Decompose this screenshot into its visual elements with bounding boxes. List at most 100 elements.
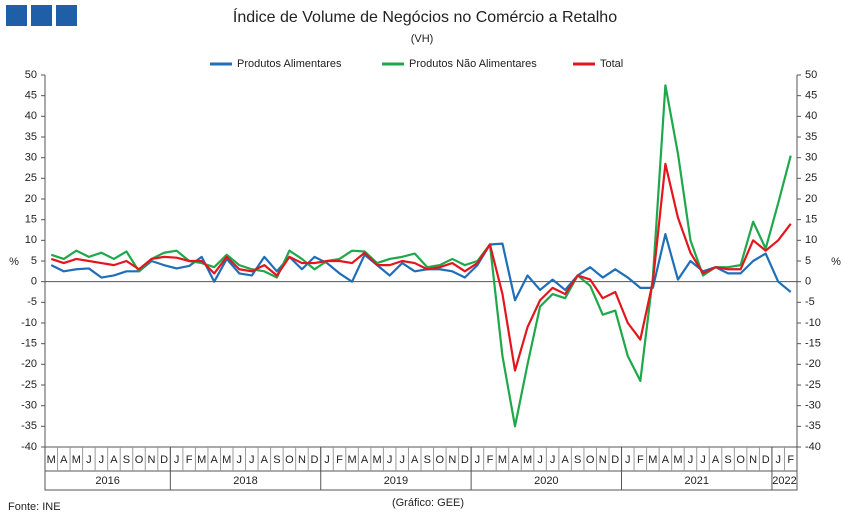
x-tick-label: A — [211, 454, 219, 466]
y-tick-label: -5 — [27, 296, 37, 308]
x-tick-label: A — [411, 454, 419, 466]
y-tick-label: -35 — [21, 420, 37, 432]
logo-block — [56, 5, 77, 26]
y-tick-label: -25 — [21, 379, 37, 391]
x-tick-label: F — [787, 454, 794, 466]
x-tick-label: S — [424, 454, 431, 466]
x-tick-label: O — [586, 454, 595, 466]
x-tick-label: S — [574, 454, 581, 466]
x-tick-label: A — [662, 454, 670, 466]
x-tick-label: N — [749, 454, 757, 466]
x-tick-label: J — [387, 454, 393, 466]
x-tick-label: J — [174, 454, 180, 466]
y-tick-label: 20 — [25, 193, 37, 205]
y-tick-label: 25 — [25, 172, 37, 184]
x-tick-label: J — [86, 454, 92, 466]
y2-tick-label: 40 — [805, 110, 817, 122]
x-tick-label: J — [399, 454, 405, 466]
y2-tick-label: -15 — [805, 338, 821, 350]
x-tick-label: J — [249, 454, 255, 466]
y-tick-label: 0 — [31, 276, 37, 288]
x-tick-label: M — [373, 454, 382, 466]
x-tick-label: J — [775, 454, 781, 466]
logo-block — [6, 5, 27, 26]
y-tick-label: -40 — [21, 441, 37, 453]
chart-title: Índice de Volume de Negócios no Comércio… — [233, 7, 617, 26]
x-tick-label: J — [237, 454, 243, 466]
y2-tick-label: 10 — [805, 234, 817, 246]
x-tick-label: O — [285, 454, 294, 466]
y2-tick-label: -5 — [805, 296, 815, 308]
legend-label: Produtos Não Alimentares — [409, 58, 537, 70]
x-tick-label: A — [561, 454, 569, 466]
y-tick-label: 15 — [25, 214, 37, 226]
y2-tick-label: 50 — [805, 69, 817, 81]
y-tick-label: 40 — [25, 110, 37, 122]
year-label: 2021 — [684, 475, 708, 487]
y2-tick-label: 25 — [805, 172, 817, 184]
year-label: 2016 — [95, 475, 119, 487]
x-tick-label: M — [197, 454, 206, 466]
x-tick-label: O — [736, 454, 745, 466]
y2-tick-label: -35 — [805, 420, 821, 432]
y-tick-label: -10 — [21, 317, 37, 329]
year-label: 2022 — [772, 475, 796, 487]
y2-axis-label: % — [831, 256, 841, 268]
y2-tick-label: 0 — [805, 276, 811, 288]
y2-tick-label: 15 — [805, 214, 817, 226]
x-tick-label: S — [123, 454, 130, 466]
series-line — [50, 162, 792, 372]
x-tick-label: M — [673, 454, 682, 466]
x-tick-label: M — [523, 454, 532, 466]
y2-tick-label: 30 — [805, 152, 817, 164]
series-line — [50, 233, 792, 302]
y-tick-label: 30 — [25, 152, 37, 164]
x-tick-label: N — [298, 454, 306, 466]
x-tick-label: D — [461, 454, 469, 466]
x-tick-label: A — [60, 454, 68, 466]
x-tick-label: A — [110, 454, 118, 466]
x-tick-label: M — [347, 454, 356, 466]
y2-tick-label: 35 — [805, 131, 817, 143]
x-tick-label: F — [186, 454, 193, 466]
x-tick-label: J — [550, 454, 556, 466]
year-label: 2019 — [384, 475, 408, 487]
x-tick-label: A — [712, 454, 720, 466]
series-line — [50, 84, 792, 428]
y2-tick-label: 20 — [805, 193, 817, 205]
x-tick-label: M — [47, 454, 56, 466]
legend-label: Produtos Alimentares — [237, 58, 342, 70]
x-tick-label: J — [537, 454, 543, 466]
x-tick-label: D — [310, 454, 318, 466]
year-label: 2020 — [534, 475, 558, 487]
x-tick-label: O — [436, 454, 445, 466]
x-tick-label: A — [261, 454, 269, 466]
y-tick-label: 45 — [25, 90, 37, 102]
x-tick-label: N — [599, 454, 607, 466]
x-tick-label: N — [448, 454, 456, 466]
x-tick-label: M — [222, 454, 231, 466]
y-tick-label: 5 — [31, 255, 37, 267]
legend-label: Total — [600, 58, 623, 70]
x-tick-label: J — [625, 454, 631, 466]
logo-block — [31, 5, 52, 26]
credit: (Gráfico: GEE) — [392, 497, 464, 509]
y2-tick-label: -20 — [805, 358, 821, 370]
x-tick-label: O — [135, 454, 144, 466]
x-tick-label: M — [648, 454, 657, 466]
y-tick-label: 35 — [25, 131, 37, 143]
year-label: 2018 — [233, 475, 257, 487]
y2-tick-label: 45 — [805, 90, 817, 102]
source: Fonte: INE — [8, 501, 61, 513]
x-tick-label: J — [99, 454, 105, 466]
chart-subtitle: (VH) — [411, 33, 434, 45]
y-tick-label: 10 — [25, 234, 37, 246]
y-axis-label: % — [9, 256, 19, 268]
y2-tick-label: 5 — [805, 255, 811, 267]
x-tick-label: J — [688, 454, 694, 466]
x-tick-label: F — [637, 454, 644, 466]
x-tick-label: F — [336, 454, 343, 466]
x-tick-label: S — [724, 454, 731, 466]
y2-tick-label: -25 — [805, 379, 821, 391]
